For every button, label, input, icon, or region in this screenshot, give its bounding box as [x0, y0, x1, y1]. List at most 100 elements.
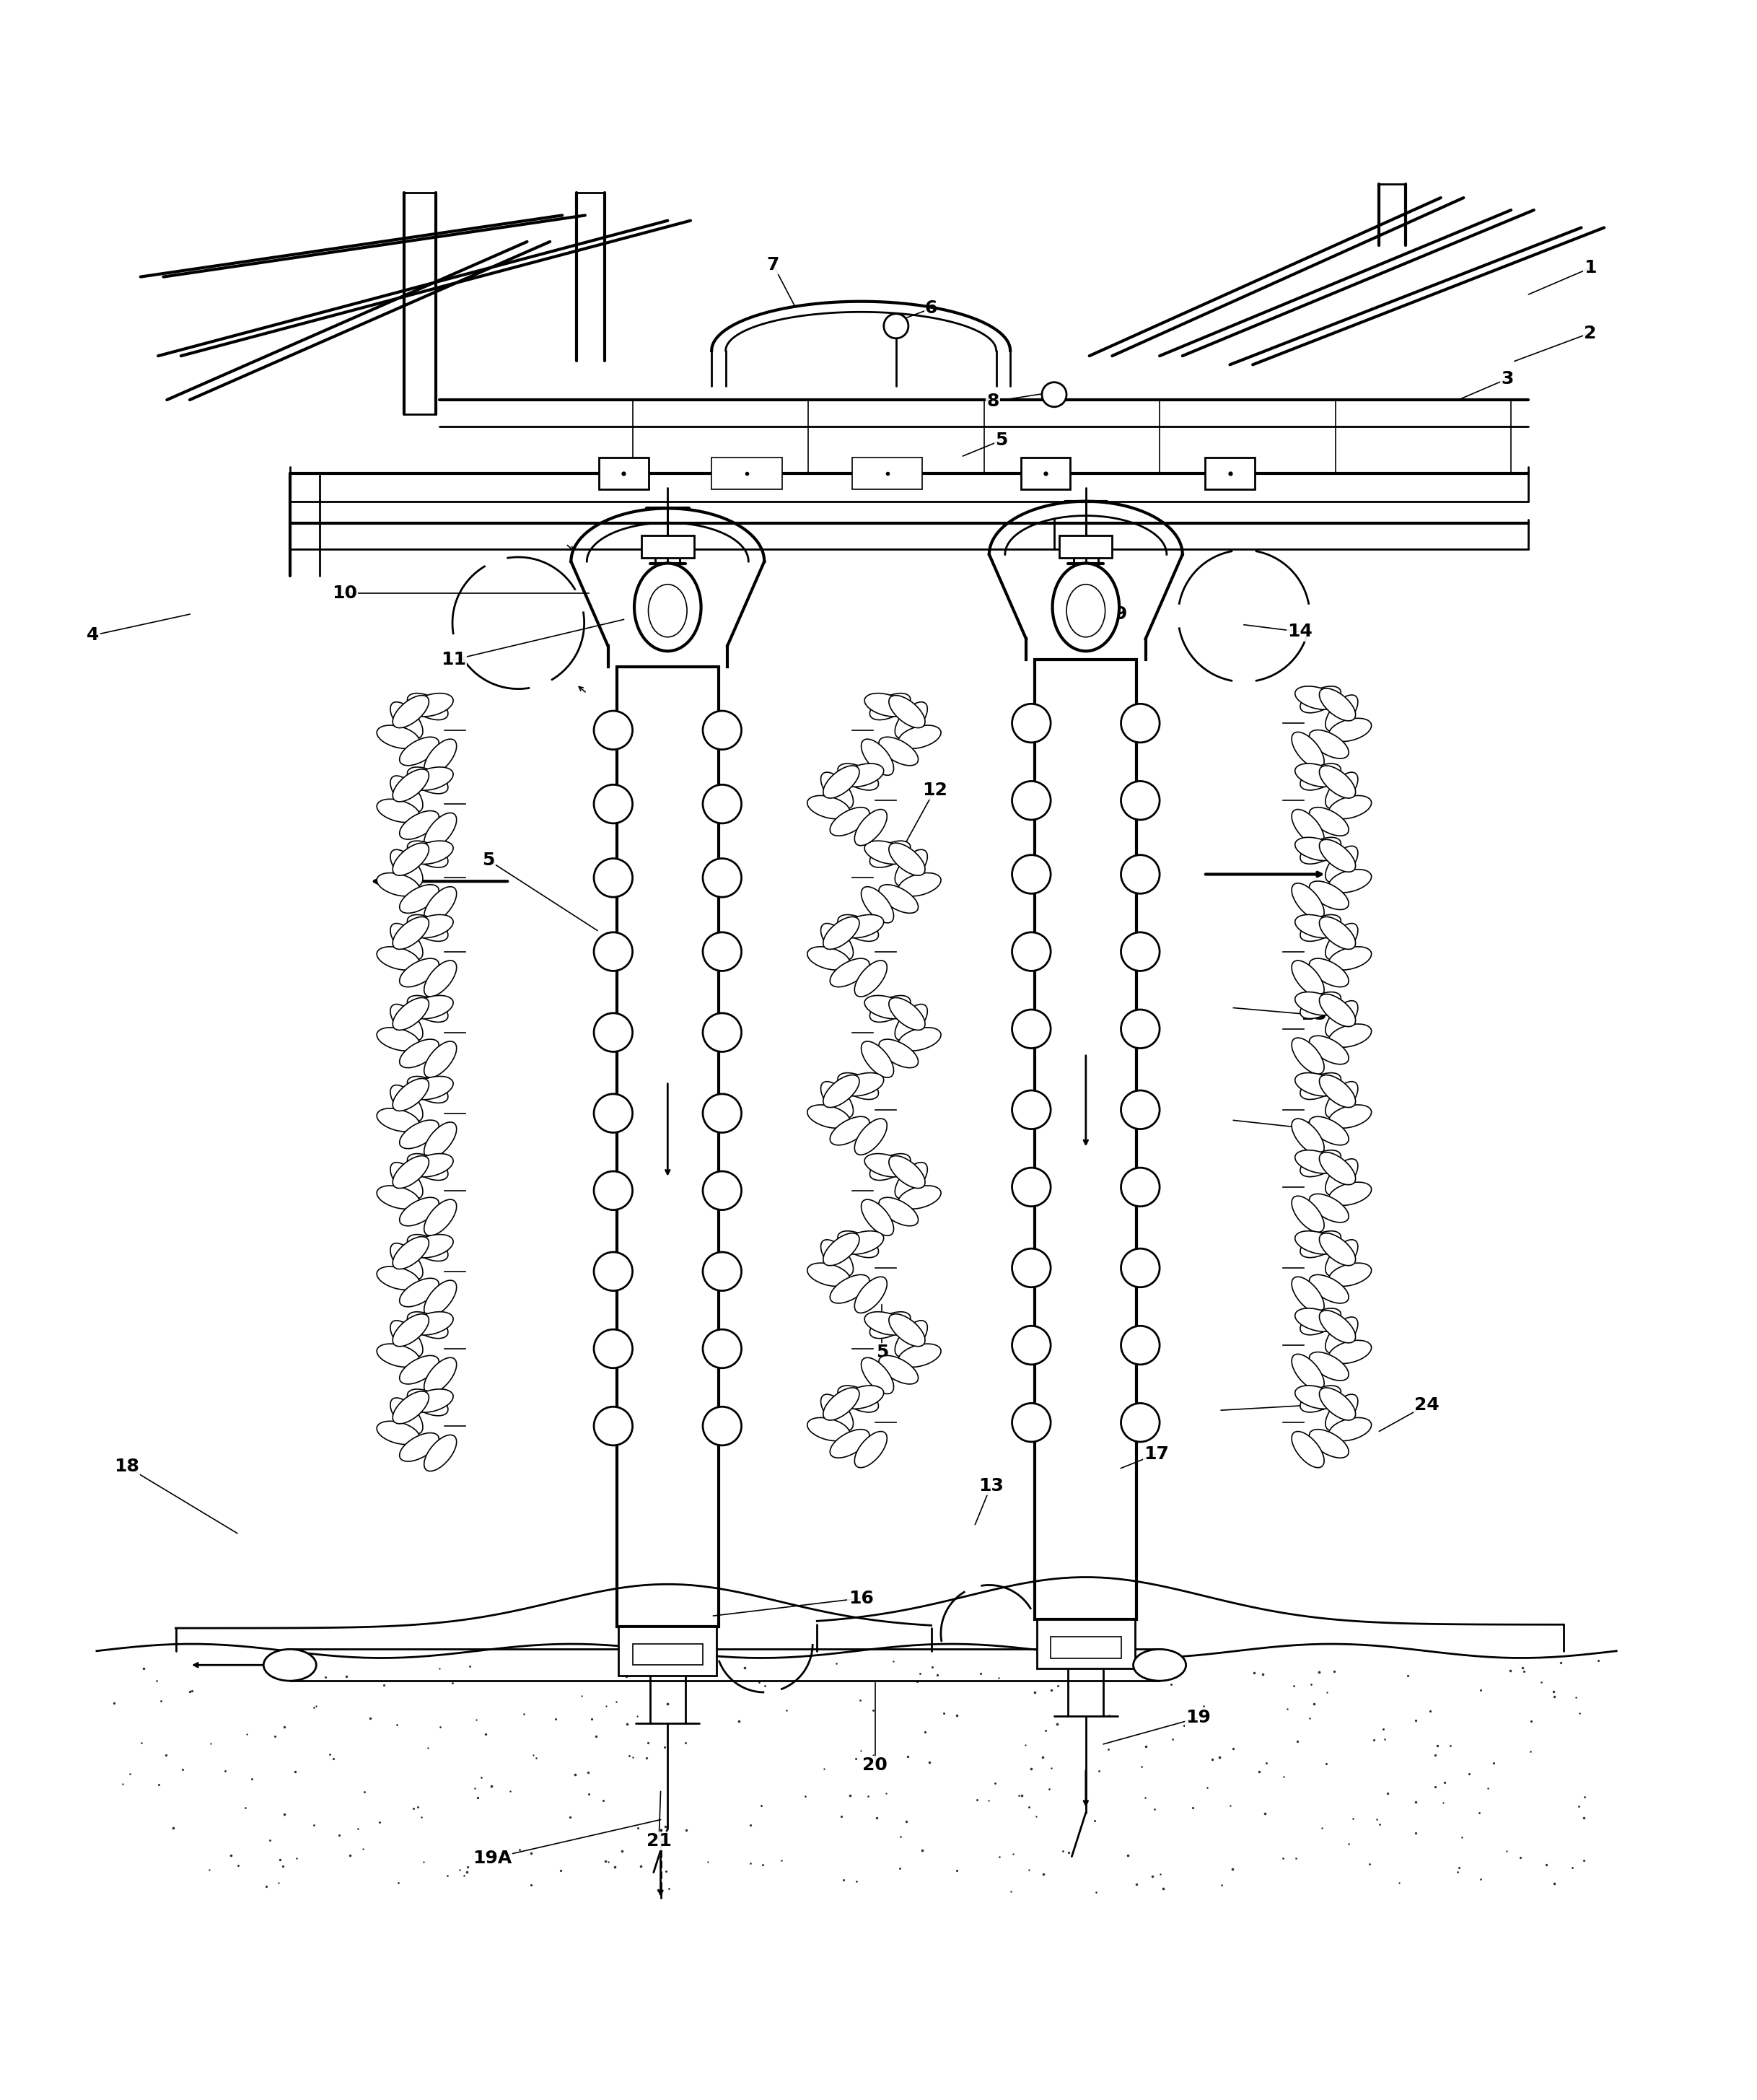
- Ellipse shape: [821, 1239, 854, 1277]
- Ellipse shape: [1291, 884, 1325, 920]
- Ellipse shape: [408, 693, 448, 720]
- Ellipse shape: [1309, 1430, 1349, 1457]
- Ellipse shape: [408, 1077, 448, 1102]
- Ellipse shape: [878, 1354, 919, 1384]
- Ellipse shape: [408, 766, 448, 794]
- Text: 14: 14: [1288, 624, 1312, 640]
- Ellipse shape: [822, 1388, 859, 1420]
- Ellipse shape: [854, 1277, 887, 1312]
- Ellipse shape: [376, 947, 420, 970]
- Circle shape: [594, 1094, 633, 1132]
- Ellipse shape: [870, 995, 910, 1023]
- Ellipse shape: [1295, 1386, 1337, 1409]
- Ellipse shape: [390, 1321, 423, 1357]
- Ellipse shape: [423, 960, 457, 998]
- Ellipse shape: [1133, 1648, 1186, 1680]
- Circle shape: [1121, 932, 1160, 970]
- Ellipse shape: [390, 1004, 423, 1040]
- Ellipse shape: [1291, 733, 1325, 769]
- Ellipse shape: [411, 1235, 453, 1258]
- Ellipse shape: [1309, 1195, 1349, 1222]
- Ellipse shape: [399, 737, 439, 766]
- Ellipse shape: [1300, 916, 1341, 941]
- Circle shape: [594, 1407, 633, 1445]
- Ellipse shape: [898, 874, 942, 897]
- Ellipse shape: [838, 916, 878, 941]
- Ellipse shape: [376, 1422, 420, 1445]
- Ellipse shape: [423, 1199, 457, 1235]
- Ellipse shape: [1309, 1117, 1349, 1144]
- Ellipse shape: [390, 1086, 423, 1121]
- Ellipse shape: [842, 1073, 884, 1096]
- Ellipse shape: [1300, 1231, 1341, 1258]
- Ellipse shape: [889, 998, 926, 1031]
- Ellipse shape: [376, 1266, 420, 1289]
- Circle shape: [1121, 1249, 1160, 1287]
- Ellipse shape: [806, 1418, 850, 1441]
- Ellipse shape: [1328, 796, 1372, 819]
- Ellipse shape: [1291, 809, 1325, 846]
- Text: 5: 5: [875, 1344, 889, 1361]
- Ellipse shape: [854, 809, 887, 846]
- Ellipse shape: [1309, 1275, 1349, 1304]
- Ellipse shape: [838, 764, 878, 790]
- Circle shape: [703, 1172, 741, 1210]
- Ellipse shape: [822, 1233, 859, 1266]
- Text: 16: 16: [849, 1590, 873, 1606]
- Ellipse shape: [1300, 1073, 1341, 1100]
- Ellipse shape: [821, 1394, 854, 1430]
- Text: 12: 12: [922, 781, 947, 798]
- Circle shape: [1121, 704, 1160, 743]
- Ellipse shape: [861, 886, 894, 922]
- Circle shape: [703, 1094, 741, 1132]
- Circle shape: [594, 1329, 633, 1367]
- Ellipse shape: [399, 958, 439, 987]
- Ellipse shape: [390, 1243, 423, 1279]
- Circle shape: [594, 1012, 633, 1052]
- Text: 5: 5: [481, 853, 495, 869]
- Circle shape: [1042, 382, 1066, 407]
- Ellipse shape: [829, 1117, 870, 1144]
- Circle shape: [1012, 704, 1051, 743]
- Ellipse shape: [821, 773, 854, 808]
- Ellipse shape: [1300, 1151, 1341, 1176]
- Ellipse shape: [264, 1648, 316, 1680]
- Ellipse shape: [878, 1197, 919, 1226]
- Ellipse shape: [634, 563, 701, 651]
- Text: 9: 9: [1114, 605, 1128, 624]
- Ellipse shape: [842, 916, 884, 939]
- Ellipse shape: [408, 1153, 448, 1180]
- Text: 5: 5: [994, 433, 1009, 449]
- Text: 11: 11: [441, 651, 466, 668]
- Text: 2: 2: [1583, 323, 1597, 342]
- Ellipse shape: [390, 701, 423, 739]
- Ellipse shape: [392, 998, 429, 1031]
- Ellipse shape: [392, 842, 429, 876]
- Ellipse shape: [392, 1237, 429, 1268]
- Circle shape: [1121, 1010, 1160, 1048]
- Ellipse shape: [1309, 1035, 1349, 1065]
- Circle shape: [1121, 855, 1160, 895]
- Ellipse shape: [399, 1432, 439, 1462]
- Ellipse shape: [1295, 1151, 1337, 1174]
- Text: 18: 18: [114, 1457, 139, 1474]
- Ellipse shape: [423, 1042, 457, 1077]
- Ellipse shape: [861, 1042, 894, 1077]
- Circle shape: [703, 1252, 741, 1291]
- Ellipse shape: [822, 766, 859, 798]
- Ellipse shape: [898, 1344, 942, 1367]
- Ellipse shape: [1325, 1159, 1358, 1195]
- Circle shape: [1012, 1090, 1051, 1130]
- Ellipse shape: [894, 851, 928, 886]
- Text: 21: 21: [647, 1831, 671, 1850]
- Ellipse shape: [894, 701, 928, 739]
- Ellipse shape: [408, 916, 448, 941]
- Ellipse shape: [1325, 1239, 1358, 1277]
- Ellipse shape: [889, 842, 926, 876]
- Ellipse shape: [1295, 1231, 1337, 1254]
- Circle shape: [1012, 1168, 1051, 1205]
- Text: 19: 19: [1186, 1709, 1211, 1726]
- Ellipse shape: [894, 1161, 928, 1199]
- Ellipse shape: [1328, 1340, 1372, 1363]
- Ellipse shape: [411, 1312, 453, 1336]
